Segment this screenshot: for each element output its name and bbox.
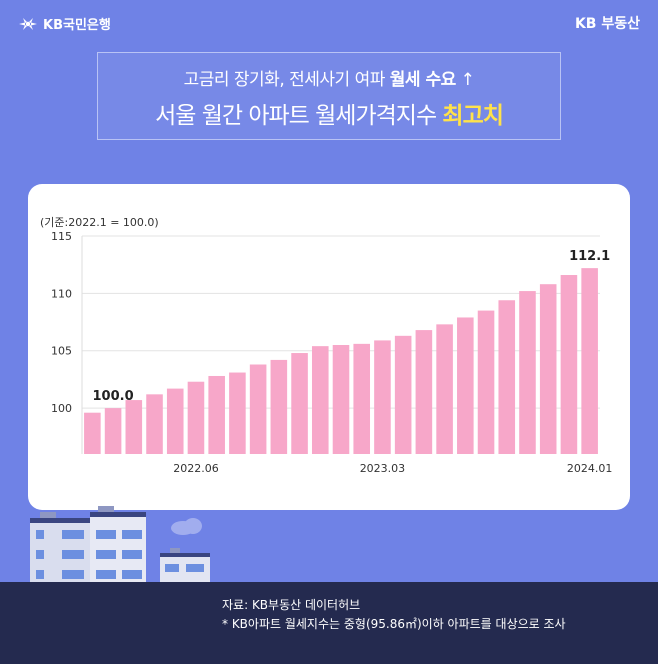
- bar: [539, 284, 557, 454]
- bar: [560, 275, 578, 454]
- window: [62, 530, 84, 539]
- y-tick-label: 105: [51, 345, 72, 358]
- window: [165, 564, 179, 572]
- x-tick-label: 2022.06: [173, 462, 219, 475]
- bar: [166, 388, 184, 454]
- bar: [146, 394, 163, 454]
- kb-realestate-logo: KB 부동산: [574, 16, 640, 32]
- data-label: 112.1: [569, 249, 610, 264]
- bar: [125, 400, 143, 454]
- bank-name: KB국민은행: [43, 18, 111, 33]
- window: [36, 530, 44, 539]
- window: [96, 550, 116, 559]
- headline-line2-prefix: 서울 월간 아파트 월세가격지수: [155, 103, 443, 129]
- bar: [84, 412, 101, 454]
- source-line: 자료: KB부동산 데이터허브: [222, 598, 361, 612]
- headline-highlight: 최고치: [442, 103, 503, 129]
- bar: [311, 346, 329, 454]
- chart-card: (기준:2022.1 = 100.0) 100 105 110 115 100.0 112.…: [28, 184, 630, 510]
- data-label: 100.0: [93, 389, 134, 404]
- bar: [291, 353, 308, 454]
- y-tick-label: 115: [51, 230, 72, 243]
- window: [122, 550, 142, 559]
- bar: [436, 324, 453, 454]
- bar: [394, 335, 412, 454]
- bar: [374, 340, 391, 454]
- headline-box: 고금리 장기화, 전세사기 여파 월세 수요 ↑ 서울 월간 아파트 월세가격지…: [97, 52, 561, 140]
- window: [186, 564, 204, 572]
- window: [62, 550, 84, 559]
- x-tick-label: 2023.03: [360, 462, 406, 475]
- bar: [332, 345, 350, 454]
- bar: [229, 372, 246, 454]
- bar: [208, 375, 225, 454]
- bar-chart: (기준:2022.1 = 100.0) 100 105 110 115 100.0 112.…: [40, 216, 613, 475]
- window: [36, 550, 44, 559]
- bar: [498, 300, 516, 454]
- window: [96, 530, 116, 539]
- window: [122, 570, 142, 579]
- bar: [353, 343, 371, 454]
- footer-bar: [0, 582, 658, 664]
- x-tick-label: 2024.01: [567, 462, 613, 475]
- bar: [270, 359, 288, 454]
- headline-line1: 고금리 장기화, 전세사기 여파 월세 수요 ↑: [98, 65, 560, 90]
- bar: [415, 330, 433, 454]
- window: [36, 570, 44, 579]
- bar: [457, 317, 474, 454]
- y-tick-label: 110: [51, 287, 72, 300]
- headline-line1-prefix: 고금리 장기화, 전세사기 여파: [183, 70, 390, 90]
- kb-star-icon: [19, 17, 37, 30]
- bar: [477, 310, 495, 454]
- headline-line1-bold: 월세 수요: [389, 70, 456, 90]
- bar: [581, 268, 598, 454]
- window: [122, 530, 142, 539]
- bar: [519, 291, 536, 454]
- headline-line2: 서울 월간 아파트 월세가격지수 최고치: [98, 96, 560, 130]
- bar: [187, 381, 205, 454]
- bar: [249, 364, 267, 454]
- y-tick-label: 100: [51, 402, 72, 415]
- bar: [104, 408, 122, 454]
- chart-base-note: (기준:2022.1 = 100.0): [40, 216, 159, 229]
- window: [62, 570, 84, 579]
- source-note: 자료: KB부동산 데이터허브 * KB아파트 월세지수는 중형(95.86㎡)…: [222, 596, 566, 634]
- footnote-line: * KB아파트 월세지수는 중형(95.86㎡)이하 아파트를 대상으로 조사: [222, 617, 566, 631]
- kb-bank-logo: KB국민은행: [18, 14, 111, 33]
- up-arrow-icon: ↑: [460, 70, 475, 90]
- window: [96, 570, 116, 579]
